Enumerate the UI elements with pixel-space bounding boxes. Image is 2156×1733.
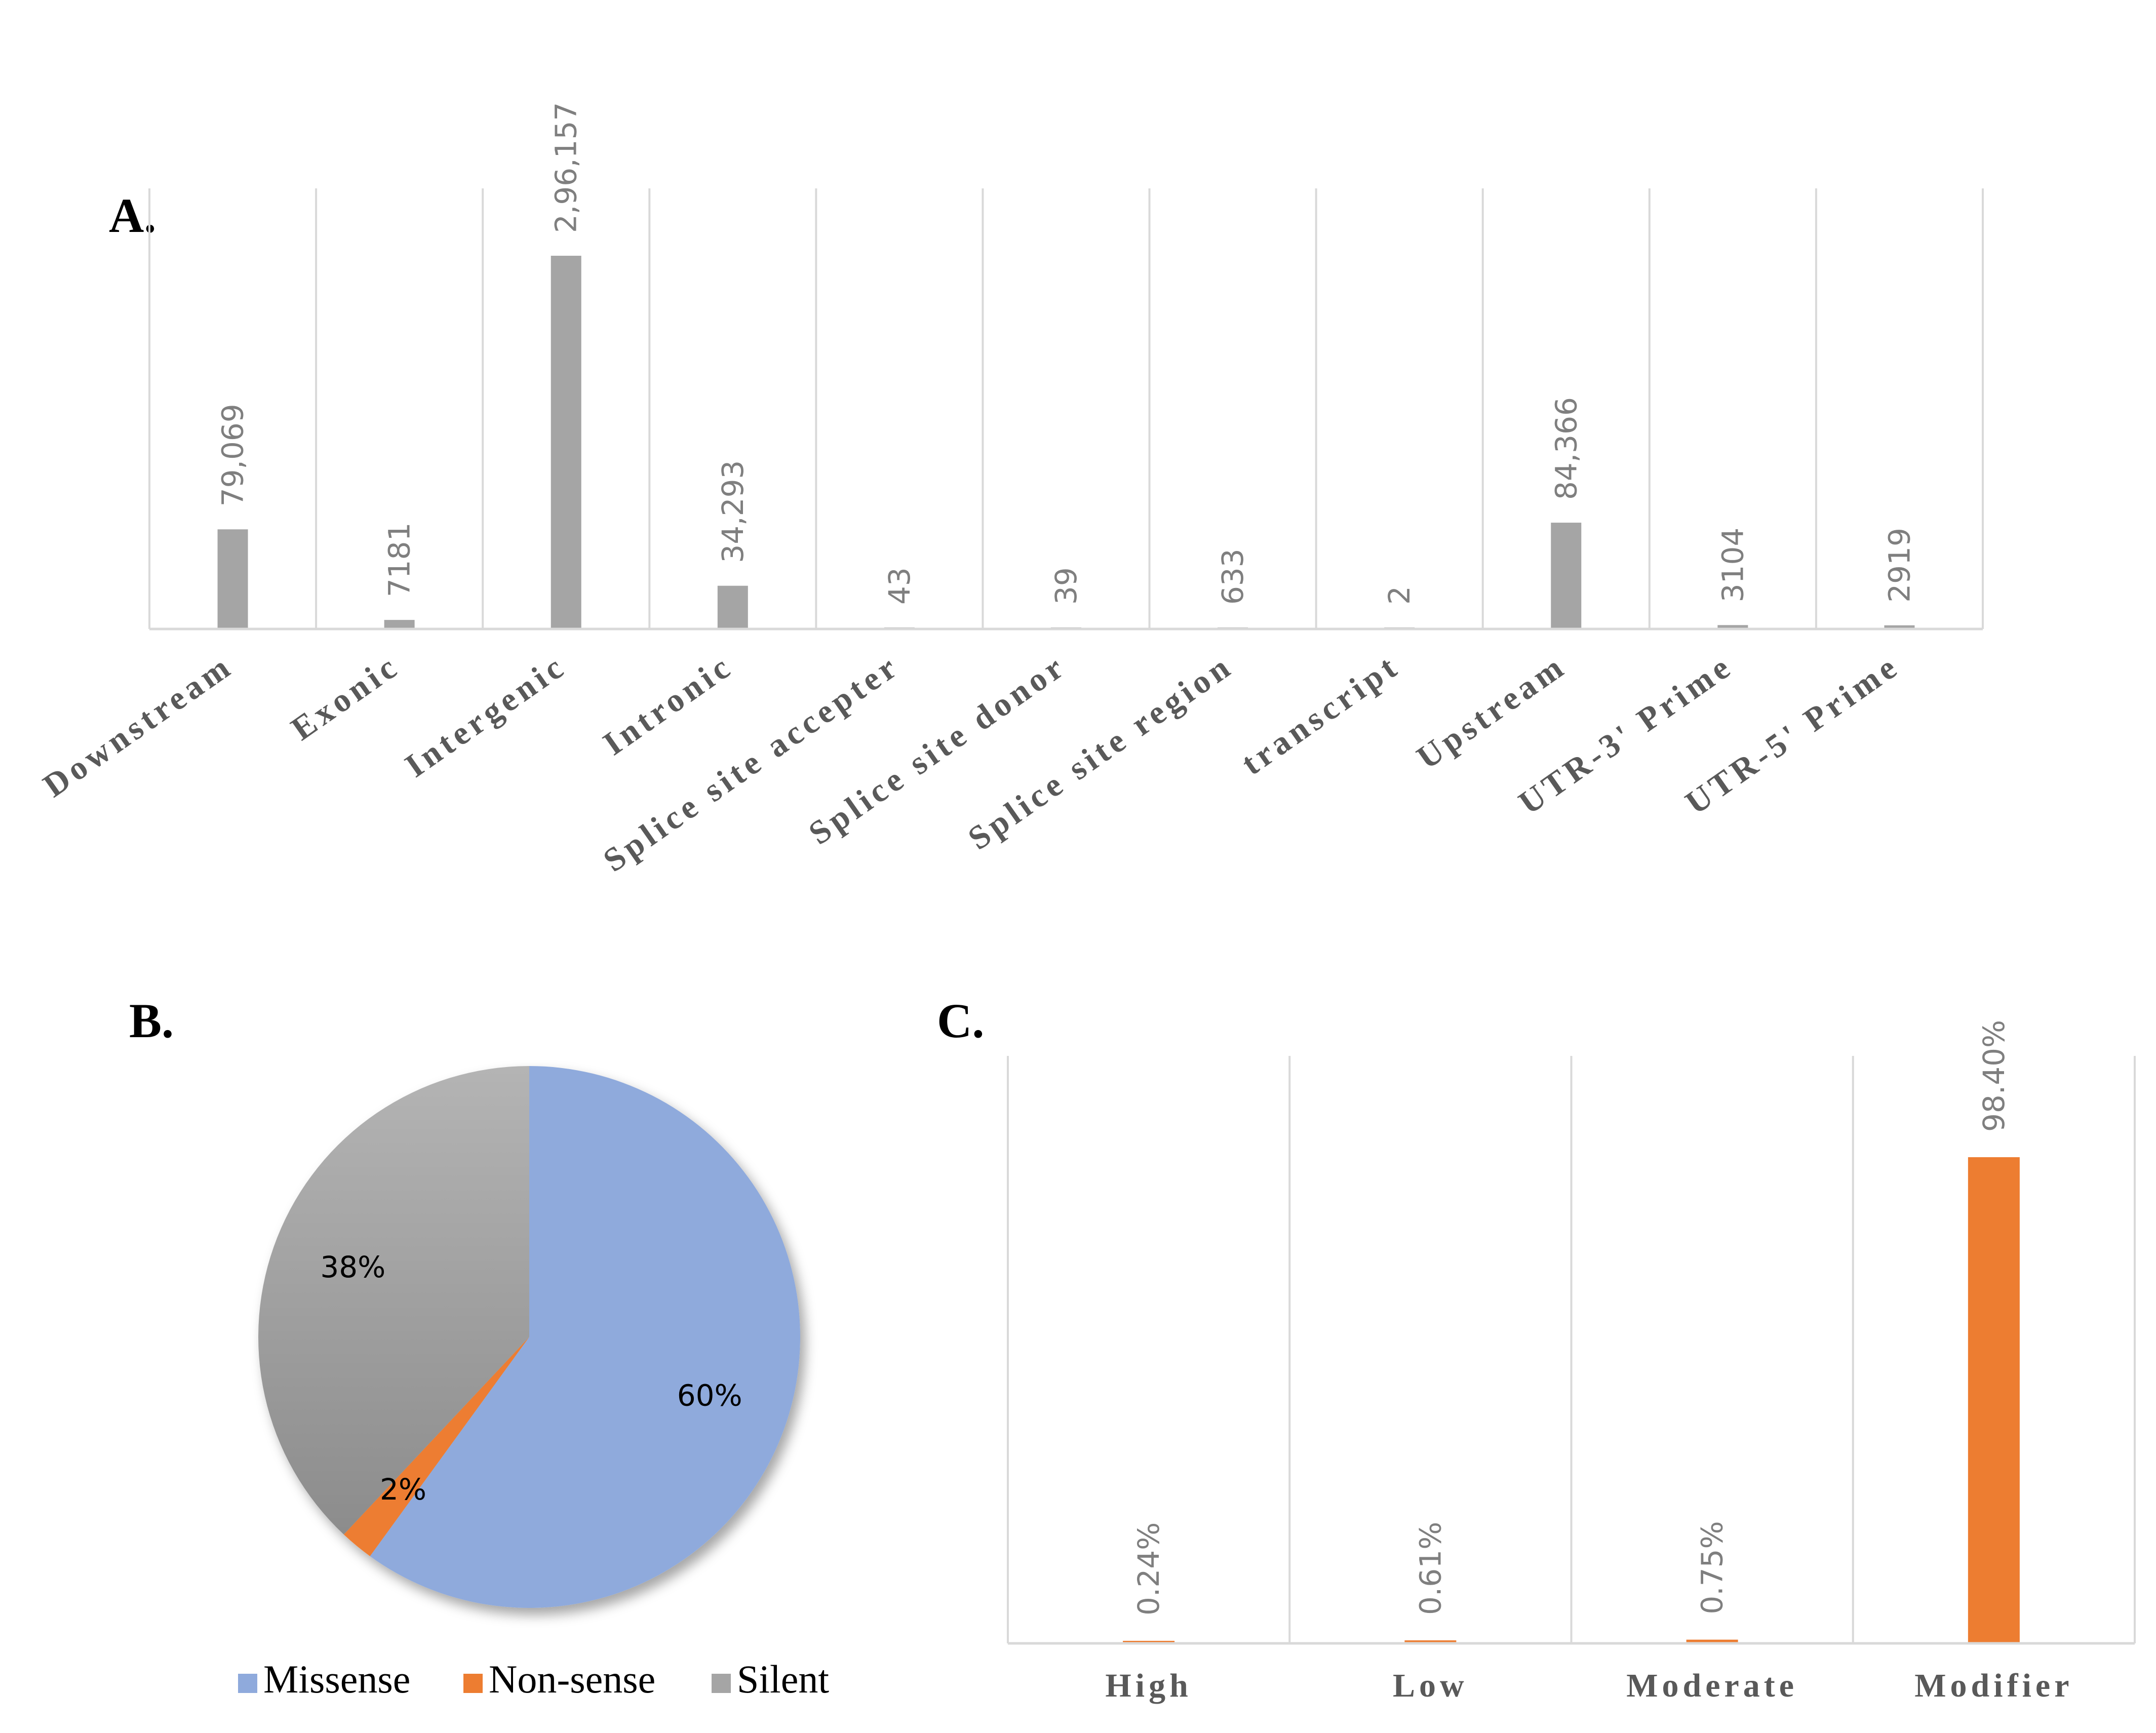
value-label-splice-site-donor: 39 — [1049, 567, 1083, 605]
panel-b-letter: B. — [129, 994, 174, 1048]
bar-low — [1404, 1640, 1457, 1643]
category-label-modifier: Modifier — [1914, 1667, 2073, 1704]
value-label-transcript: 2 — [1382, 586, 1417, 605]
panel-a-value-labels: 79,069 7181 2,96,157 34,293 43 39 633 2 84,366 31… — [216, 102, 1917, 605]
category-label-downstream: Downstream — [36, 647, 240, 804]
bar-exonic — [384, 620, 415, 629]
legend-swatch-silent — [712, 1674, 731, 1693]
panel-b-slice-labels: 60% 2% 38% — [320, 1250, 742, 1507]
panel-a-gridlines — [148, 188, 1984, 629]
category-label-splice-site-region: Splice site region — [961, 647, 1239, 857]
panel-c-bars — [1123, 1157, 2020, 1643]
value-label-intergenic: 2,96,157 — [549, 102, 583, 233]
legend-swatch-non-sense — [463, 1674, 483, 1693]
panel-c-gridlines — [1007, 1056, 2136, 1643]
bar-downstream — [217, 529, 248, 629]
value-label-modifier: 98.40% — [1977, 1020, 2011, 1132]
legend-label-silent: Silent — [737, 1657, 829, 1701]
category-label-moderate: Moderate — [1626, 1667, 1798, 1704]
legend-label-missense: Missense — [263, 1657, 410, 1701]
value-label-utr-3-prime: 3104 — [1715, 528, 1750, 603]
bar-moderate — [1686, 1639, 1738, 1643]
value-label-moderate: 0.75% — [1695, 1521, 1730, 1614]
category-label-low: Low — [1393, 1667, 1468, 1704]
pie-label-non-sense: 2% — [380, 1472, 426, 1507]
value-label-utr-5-prime: 2919 — [1882, 528, 1916, 603]
value-label-low: 0.61% — [1413, 1522, 1447, 1615]
bar-modifier — [1968, 1157, 2020, 1643]
bar-utr-3-prime — [1717, 625, 1748, 629]
category-label-transcript: transcript — [1235, 647, 1406, 782]
category-label-upstream: Upstream — [1410, 647, 1573, 776]
category-label-splice-site-accepter: Splice site accepter — [597, 647, 906, 879]
pie-label-silent: 38% — [320, 1250, 385, 1284]
value-label-splice-site-region: 633 — [1216, 548, 1250, 605]
panel-c-letter: C. — [937, 994, 984, 1048]
category-label-high: High — [1105, 1667, 1192, 1704]
value-label-splice-site-accepter: 43 — [882, 567, 917, 605]
value-label-exonic: 7181 — [382, 523, 417, 598]
legend-label-non-sense: Non-sense — [489, 1657, 655, 1701]
panel-a: A. 79,069 7181 2,96,157 34,293 43 39 633 2 84,36… — [36, 102, 1984, 879]
panel-b-pie — [258, 1066, 801, 1608]
pie-label-missense: 60% — [677, 1378, 742, 1413]
bar-intergenic — [551, 256, 581, 629]
value-label-downstream: 79,069 — [216, 404, 250, 506]
pie-slice-non-sense — [343, 1337, 529, 1556]
bar-intronic — [717, 585, 748, 629]
bar-utr-5-prime — [1884, 625, 1915, 629]
panel-c-value-labels: 0.24% 0.61% 0.75% 98.40% — [1131, 1020, 2011, 1616]
panel-b-legend: Missense Non-sense Silent — [238, 1657, 829, 1701]
panel-a-letter: A. — [109, 188, 156, 243]
category-label-intronic: Intronic — [597, 647, 740, 762]
category-label-intergenic: Intergenic — [399, 647, 573, 784]
panel-c: C. 0.24% 0.61% 0.75% 98.40% High Low Moderate… — [937, 994, 2136, 1704]
panel-b: B. 60% 2% 38% Missense Non-sense Silent — [129, 994, 829, 1701]
value-label-high: 0.24% — [1131, 1522, 1166, 1616]
legend-swatch-missense — [238, 1674, 257, 1693]
panel-c-category-labels: High Low Moderate Modifier — [1105, 1667, 2073, 1704]
panel-a-bars — [217, 256, 1915, 629]
value-label-upstream: 84,366 — [1549, 397, 1583, 500]
pie-slice-missense — [370, 1066, 801, 1608]
bar-upstream — [1551, 523, 1582, 629]
category-label-exonic: Exonic — [285, 647, 406, 747]
value-label-intronic: 34,293 — [716, 460, 750, 563]
pie-slice-silent — [258, 1066, 529, 1534]
